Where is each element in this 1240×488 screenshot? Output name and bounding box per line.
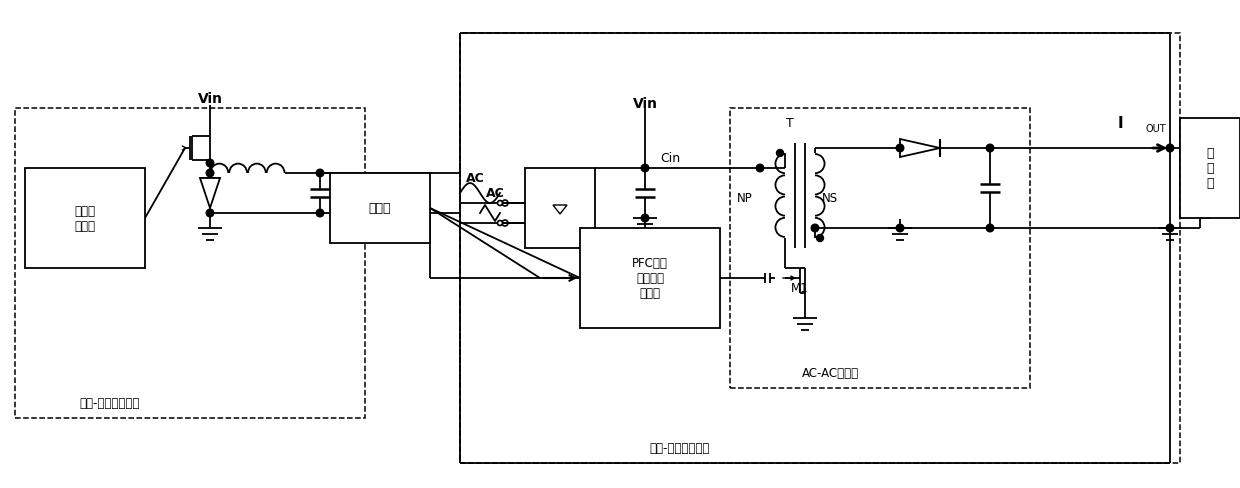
Text: AC: AC	[486, 187, 505, 200]
Circle shape	[811, 225, 818, 232]
Polygon shape	[553, 205, 567, 215]
Text: M1: M1	[791, 282, 808, 295]
Text: PFC恒流
可调光控
制电路: PFC恒流 可调光控 制电路	[632, 257, 668, 300]
Circle shape	[497, 221, 502, 226]
Polygon shape	[15, 109, 365, 418]
Circle shape	[1166, 225, 1174, 232]
Text: Cin: Cin	[660, 152, 680, 165]
Circle shape	[986, 145, 993, 152]
Text: 灯
负
载: 灯 负 载	[1207, 147, 1214, 190]
Circle shape	[497, 201, 502, 206]
Text: NS: NS	[822, 192, 838, 205]
Circle shape	[206, 210, 213, 217]
Circle shape	[641, 165, 649, 172]
Polygon shape	[200, 179, 219, 208]
Circle shape	[206, 170, 213, 178]
Text: I: I	[1117, 116, 1122, 131]
Polygon shape	[730, 109, 1030, 388]
Circle shape	[316, 210, 324, 217]
Circle shape	[776, 150, 784, 157]
Text: 交流-直流转换电路: 交流-直流转换电路	[650, 442, 711, 454]
Text: 交流-直流转换电路: 交流-直流转换电路	[79, 397, 140, 409]
Polygon shape	[580, 228, 720, 328]
Polygon shape	[330, 174, 430, 244]
Polygon shape	[900, 140, 940, 158]
Text: NP: NP	[737, 192, 753, 205]
Text: Vin: Vin	[632, 97, 657, 111]
Circle shape	[897, 145, 904, 152]
Polygon shape	[525, 169, 595, 248]
Text: 恒压控
制电路: 恒压控 制电路	[74, 204, 95, 232]
Circle shape	[316, 170, 324, 178]
Text: 调光器: 调光器	[368, 202, 392, 215]
Polygon shape	[25, 169, 145, 268]
Circle shape	[1166, 145, 1174, 152]
Circle shape	[986, 225, 993, 232]
Polygon shape	[1180, 119, 1240, 219]
Text: Vin: Vin	[197, 92, 222, 106]
Circle shape	[641, 215, 649, 223]
Circle shape	[206, 160, 213, 167]
Polygon shape	[460, 34, 1180, 463]
Text: T: T	[786, 117, 794, 130]
Text: AC: AC	[466, 172, 485, 185]
Circle shape	[816, 235, 823, 242]
Circle shape	[897, 225, 904, 232]
Text: AC-AC变换器: AC-AC变换器	[801, 367, 858, 380]
Text: OUT: OUT	[1145, 124, 1166, 134]
Circle shape	[756, 165, 764, 172]
